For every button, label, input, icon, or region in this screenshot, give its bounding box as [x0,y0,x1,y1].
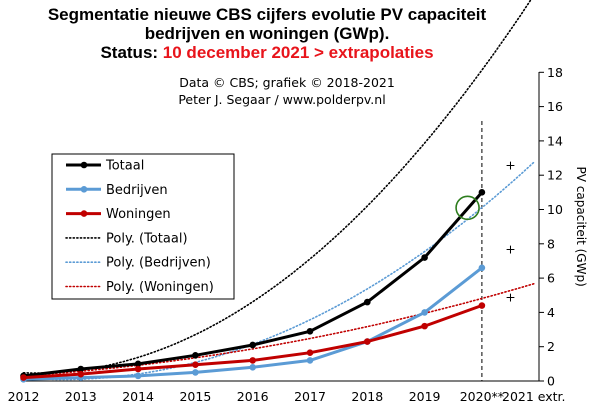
status-prefix: Status: [100,43,158,62]
y-tick-label: 4 [547,305,555,320]
legend-label: Poly. (Totaal) [106,231,188,246]
legend-marker [80,161,88,169]
legend-marker [80,210,88,217]
legend-marker [80,186,88,193]
data-point [249,341,256,349]
x-tick-label: 2021 extr. [502,389,566,404]
data-point [77,370,85,378]
data-point [306,349,314,357]
extrapolation-marks: + + + [505,157,515,304]
highlight-circle [455,195,480,221]
legend-label: Poly. (Woningen) [106,280,214,295]
series [20,189,486,383]
y-tick-label: 6 [547,271,555,286]
x-tick-label: 2016 [237,389,269,404]
x-tick-label: 2013 [65,389,97,404]
x-tick-label: 2018 [351,389,383,404]
x-tick-label: 2017 [294,389,326,404]
x-tick-label: 2020** [460,389,504,404]
data-point [192,351,199,359]
extrapolation-mark: + [505,289,515,304]
legend-label: Totaal [105,159,144,174]
credit-line-2: Peter J. Segaar / www.polderpv.nl [178,92,385,107]
y-tick-label: 0 [547,374,555,389]
x-tick-label: 2014 [122,389,154,404]
data-point [249,363,256,371]
y-tick-label: 10 [547,202,563,217]
data-point [134,372,142,380]
data-point [421,309,428,316]
legend-label: Woningen [106,207,171,222]
y-tick-label: 2 [547,339,555,354]
data-point [421,254,428,261]
trendline [22,282,536,377]
y-tick-label: 16 [547,99,563,114]
y-axis-label: PV capaciteit (GWp) [574,167,588,287]
x-ticks: 2012 2013 2014 2015 2016 2017 2018 2019 2020**20… [8,389,566,404]
status-highlight: 10 december 2021 > extrapolaties [163,43,434,62]
chart-title-line-1: Segmentatie nieuwe CBS cijfers evolutie … [48,5,487,24]
data-point [192,369,199,376]
data-point [421,322,428,330]
chart-title-line-2: bedrijven en woningen (GWp). [145,24,390,43]
extrapolation-mark: + [505,157,515,172]
data-point [364,298,371,306]
legend-label: Poly. (Bedrijven) [106,256,211,271]
credit-line-1: Data © CBS; grafiek © 2018-2021 [179,75,395,90]
data-point [306,357,314,364]
y-tick-label: 8 [547,236,555,251]
data-point [134,365,142,373]
y-tick-label: 14 [547,133,563,148]
x-tick-label: 2019 [409,389,441,404]
legend-box [51,153,235,300]
data-point [20,374,27,381]
data-point [364,338,371,345]
legend: Totaal Bedrijven Woningen Poly. (Totaal) Pol… [51,153,235,300]
y-ticks: 0 2 4 6 8 10 12 14 16 18 [539,65,563,389]
extrapolation-mark: + [505,241,515,256]
trendline [22,160,536,381]
data-point [77,365,85,373]
y-tick-label: 18 [547,65,563,80]
data-point [134,360,142,368]
x-tick-label: 2012 [8,389,40,404]
data-point [478,302,486,309]
data-point [249,357,256,364]
legend-label: Bedrijven [106,183,168,198]
data-point [478,264,486,272]
data-point [192,361,199,369]
data-point [478,189,486,196]
data-point [306,327,314,335]
x-tick-label: 2015 [179,389,211,404]
chart-status: Status: 10 december 2021 > extrapolaties [100,43,433,62]
y-tick-label: 12 [547,168,563,183]
